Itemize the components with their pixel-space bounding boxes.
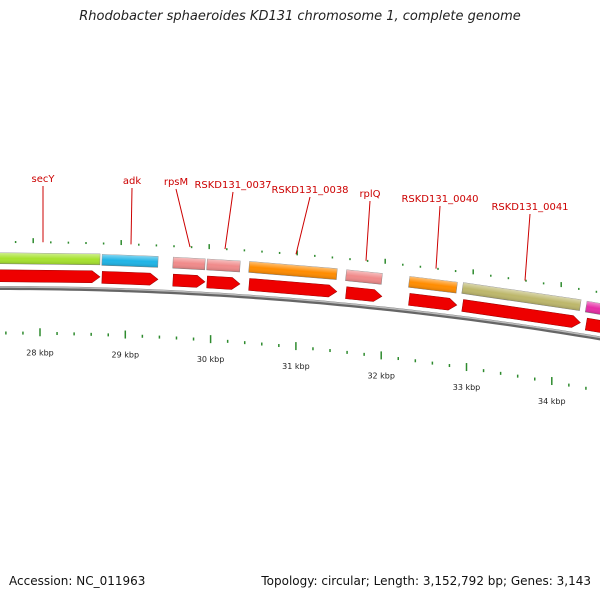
kbp-label-31: 31 kbp — [282, 362, 310, 371]
gene-label-rplq: rplQ — [359, 189, 380, 200]
leader-line-rskd131_0041 — [524, 213, 531, 281]
kbp-label-32: 32 kbp — [367, 371, 395, 380]
strand-arrow-rskd131_0041 — [461, 299, 581, 328]
genome-backbone — [0, 286, 600, 341]
upper-tick-marks — [14, 238, 598, 293]
gene-label-rpsm: rpsM — [164, 177, 188, 188]
kbp-label-28: 28 kbp — [26, 348, 54, 357]
gene-feature-gloss — [461, 282, 582, 311]
gene-label-rskd131_0038: RSKD131_0038 — [271, 185, 348, 196]
kbp-scale-labels: 28 kbp 29 kbp 30 kbp 31 kbp 32 kbp 33 kbp 34 k… — [26, 348, 565, 406]
gene-feature-gloss — [101, 254, 159, 268]
gene-label-rskd131_0040: RSKD131_0040 — [401, 194, 478, 205]
strand-arrow-rskd131_0037 — [206, 275, 241, 290]
gene-feature-gloss — [585, 301, 600, 318]
leader-line-rskd131_0038 — [295, 196, 311, 255]
gene-label-secy: secY — [32, 174, 56, 185]
backbone-line — [0, 286, 600, 341]
strand-arrow-rskd131_0038 — [248, 278, 338, 298]
strand-arrow-rpsm — [172, 273, 206, 288]
kbp-label-34: 34 kbp — [538, 397, 566, 406]
strand-arrow-rplq — [345, 286, 383, 302]
label-leader-lines — [42, 186, 531, 281]
gene-labels: secY adk rpsM RSKD131_0037 RSKD131_0038 rplQ R… — [32, 174, 569, 213]
gene-feature-gloss — [248, 261, 338, 280]
map-title: Rhodobacter sphaeroides KD131 chromosome… — [79, 9, 521, 24]
accession-label: Accession: NC_011963 — [9, 574, 146, 588]
gene-label-rskd131_0041: RSKD131_0041 — [491, 202, 568, 213]
leader-line-rskd131_0037 — [224, 191, 234, 250]
gene-label-adk: adk — [123, 176, 141, 187]
gene-feature-gloss — [345, 269, 383, 285]
backbone-highlight — [0, 286, 600, 339]
strand-arrow-rskd131_0040 — [408, 293, 458, 311]
feature-track — [0, 252, 600, 318]
leader-line-rplq — [365, 200, 371, 261]
leader-line-rpsm — [175, 188, 191, 248]
strand-arrow-track — [0, 269, 600, 335]
gene-feature-gloss — [408, 276, 458, 294]
kbp-label-30: 30 kbp — [197, 355, 225, 364]
leader-line-adk — [130, 187, 133, 245]
strand-arrow-secy — [0, 269, 101, 284]
strand-arrow-unlabeled — [584, 317, 600, 335]
gene-feature-gloss — [206, 258, 241, 273]
genome-summary: Topology: circular; Length: 3,152,792 bp… — [261, 574, 591, 588]
gene-feature-gloss — [0, 252, 101, 265]
lower-tick-marks — [5, 328, 587, 390]
gene-label-rskd131_0037: RSKD131_0037 — [194, 180, 271, 191]
kbp-label-29: 29 kbp — [112, 351, 140, 360]
gene-feature-gloss — [172, 257, 206, 270]
kbp-label-33: 33 kbp — [453, 383, 481, 392]
strand-arrow-adk — [101, 271, 159, 286]
leader-line-rskd131_0040 — [435, 205, 441, 269]
